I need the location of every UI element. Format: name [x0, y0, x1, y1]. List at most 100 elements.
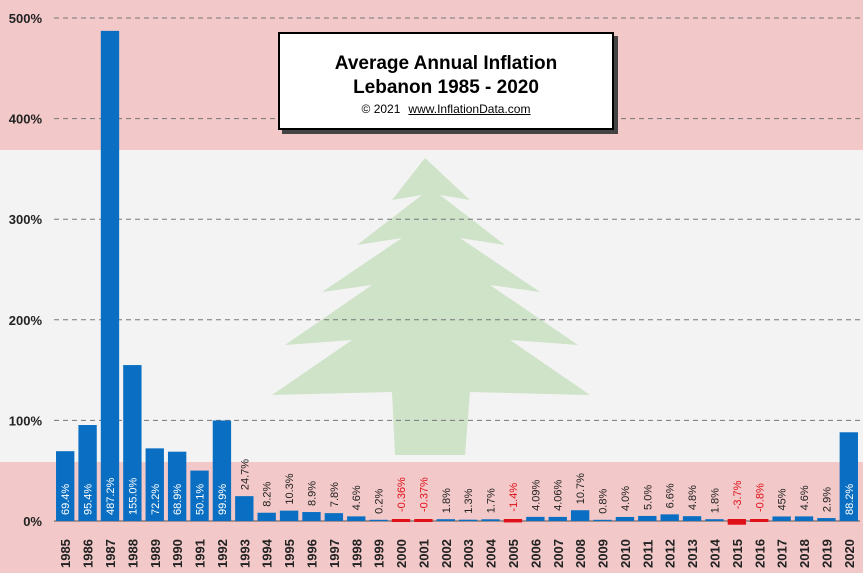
bar-2011	[638, 515, 657, 521]
data-label: 50.1%	[195, 484, 207, 515]
data-label: 6.6%	[665, 483, 677, 508]
bar-2005	[503, 519, 523, 523]
data-label: 1.8%	[709, 488, 721, 513]
x-tick-label: 2013	[685, 539, 700, 568]
data-label: -1.4%	[508, 483, 520, 512]
bar-2012	[660, 514, 679, 521]
data-label: 1.3%	[463, 488, 475, 513]
x-tick-label: 2006	[528, 539, 543, 568]
bar-2016	[750, 519, 769, 522]
x-tick-label: 2008	[573, 539, 588, 568]
bar-1994	[257, 512, 276, 521]
bar-2003	[459, 519, 478, 521]
data-label: 5.0%	[642, 485, 654, 510]
data-label: 2.9%	[821, 487, 833, 512]
y-tick-label: 0%	[23, 514, 42, 529]
data-label: 68.9%	[172, 484, 184, 515]
data-label: 0.2%	[374, 489, 386, 514]
bar-2004	[481, 519, 500, 521]
data-label: 8.2%	[262, 481, 274, 506]
data-label: 10.3%	[284, 473, 296, 504]
data-label: 1.7%	[486, 488, 498, 513]
bar-1985	[56, 451, 75, 521]
x-tick-label: 2002	[439, 539, 454, 568]
bar-1987	[100, 30, 120, 521]
bar-1990	[167, 451, 187, 521]
x-tick-label: 1986	[81, 539, 96, 568]
bar-1989	[145, 448, 164, 521]
data-label: 4.06%	[553, 480, 565, 511]
bar-1997	[324, 513, 344, 521]
data-labels: 69.4% 95.4% 487.2% 155.0% 72.2% 68.9% 50.1% 99.…	[60, 459, 856, 515]
data-label: 10.7%	[575, 473, 587, 504]
y-tick-label: 200%	[9, 313, 43, 328]
data-label: 99.9%	[217, 484, 229, 515]
data-label: 4.8%	[687, 485, 699, 510]
bar-1995	[279, 510, 299, 521]
data-label: 4.6%	[351, 485, 363, 510]
bar-1999	[369, 519, 388, 521]
data-label: 7.8%	[329, 482, 341, 507]
x-tick-label: 1990	[170, 539, 185, 568]
x-tick-label: 2019	[819, 539, 834, 568]
data-label: 72.2%	[150, 484, 162, 515]
x-tick-label: 2001	[416, 539, 431, 568]
source-link[interactable]: www.InflationData.com	[408, 102, 531, 116]
bar-2020	[839, 432, 858, 521]
x-tick-label: 2020	[842, 539, 857, 568]
data-label: -3.7%	[732, 480, 744, 509]
data-label: 0.8%	[598, 489, 610, 514]
y-tick-label: 300%	[9, 212, 43, 227]
x-tick-label: 1996	[304, 539, 319, 568]
bar-2013	[682, 516, 702, 521]
y-tick-label: 100%	[9, 413, 43, 428]
x-tick-label: 2010	[618, 539, 633, 568]
data-label: 1.8%	[441, 488, 453, 513]
x-tick-label: 2004	[484, 538, 499, 568]
x-tick-label: 1994	[260, 538, 275, 568]
x-tick-label: 2009	[596, 539, 611, 568]
copyright-text: © 2021	[361, 102, 401, 116]
x-tick-label: 2007	[551, 539, 566, 568]
bar-2008	[570, 510, 590, 521]
data-label: 8.9%	[306, 481, 318, 506]
data-label: 487.2%	[105, 477, 117, 515]
x-tick-label: 1991	[193, 539, 208, 568]
gridlines	[54, 17, 860, 522]
data-label: -0.37%	[418, 477, 430, 512]
x-tick-label: 1987	[103, 539, 118, 568]
x-tick-label: 1998	[349, 539, 364, 568]
x-axis: 1985 1986 1987 1988 1989 1990 1991 1992 1993 1994…	[58, 538, 857, 568]
bar-1996	[302, 512, 321, 521]
data-label: 69.4%	[60, 484, 72, 515]
bar-2017	[772, 516, 791, 521]
x-tick-label: 1995	[282, 539, 297, 568]
data-label: 95.4%	[83, 484, 95, 515]
bar-1992	[212, 420, 232, 521]
bar-2010	[615, 516, 635, 521]
x-tick-label: 1988	[125, 539, 140, 568]
data-label: 88.2%	[844, 484, 856, 515]
bars	[56, 30, 858, 525]
bar-1991	[190, 470, 209, 521]
y-tick-label: 500%	[9, 11, 43, 26]
x-tick-label: 2005	[506, 539, 521, 568]
x-tick-label: 2012	[663, 539, 678, 568]
x-tick-label: 1992	[215, 539, 230, 568]
bar-2002	[436, 519, 455, 521]
x-tick-label: 1989	[148, 539, 163, 568]
chart-subtitle: Lebanon 1985 - 2020	[353, 77, 539, 98]
data-label: 4.6%	[799, 485, 811, 510]
cedar-tree-icon	[272, 158, 590, 455]
data-label: 155.0%	[127, 477, 139, 515]
bar-1986	[78, 425, 97, 521]
x-tick-label: 1999	[372, 539, 387, 568]
chart-title: Average Annual Inflation	[334, 53, 558, 74]
bar-1993	[235, 496, 254, 521]
title-box: Average Annual Inflation Lebanon 1985 - …	[278, 32, 614, 130]
x-tick-label: 1997	[327, 539, 342, 568]
x-tick-label: 2018	[797, 539, 812, 568]
data-label: 4.09%	[530, 479, 542, 510]
bar-1998	[347, 516, 366, 521]
